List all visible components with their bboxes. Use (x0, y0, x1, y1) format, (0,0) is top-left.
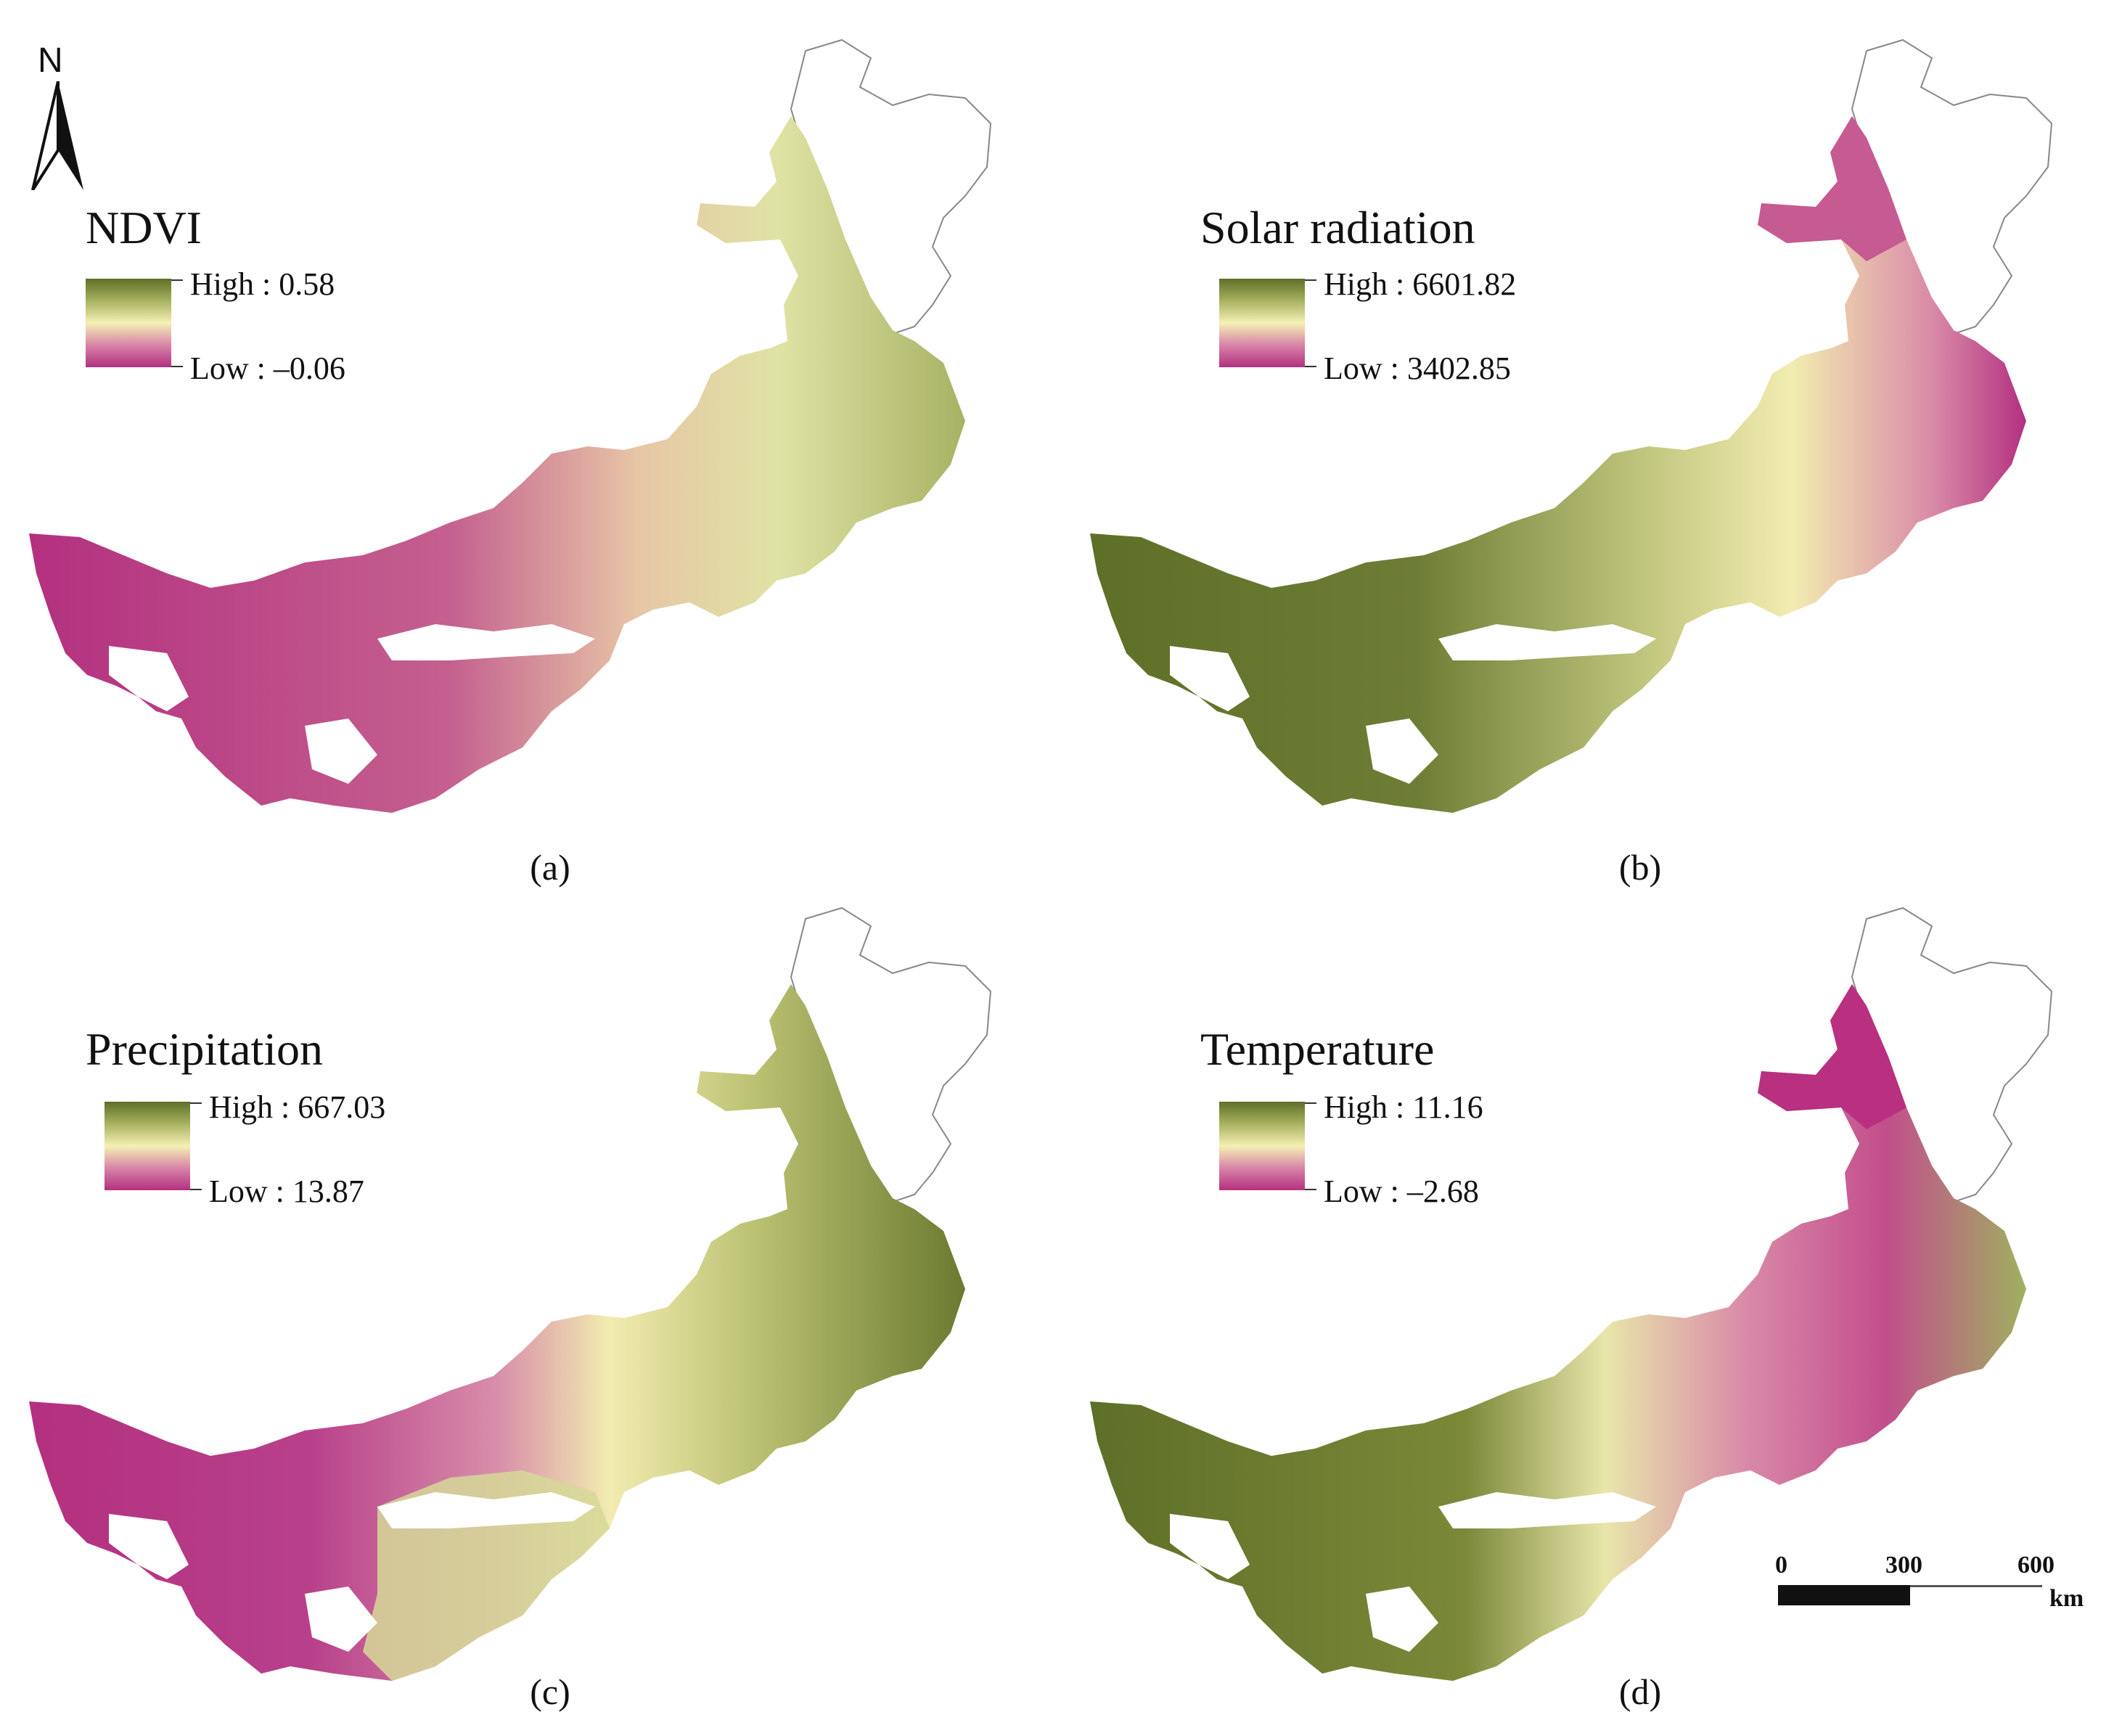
south-gap (305, 718, 377, 784)
precipitation-map (29, 906, 992, 1681)
panel-title: Precipitation (86, 1023, 324, 1075)
basin-gap (1170, 646, 1250, 711)
temperature-map (1090, 906, 2053, 1681)
legend-tick-low (1305, 1189, 1316, 1190)
panel-solar-radiation: Solar radiation High : 6601.82 Low : 340… (1061, 0, 2122, 885)
panel-ndvi: NDVI High : 0.58 Low : –0.06 (a) (0, 0, 1061, 885)
scale-tick-0: 0 (1775, 1552, 1787, 1579)
panel-temperature: Temperature High : 11.16 Low : –2.68 (d) (1061, 868, 2122, 1736)
region-shape (1090, 116, 2026, 813)
legend-high-label: High : 0.58 (190, 266, 335, 302)
panel-caption: (a) (530, 847, 570, 888)
scale-bar-solid (1778, 1585, 1910, 1605)
region-shape (29, 116, 965, 813)
legend-low-label: Low : 3402.85 (1324, 351, 1511, 386)
scale-bar: 0 300 600 km (1771, 1553, 2105, 1618)
legend-tick-high (1305, 1102, 1316, 1104)
legend-low-label: Low : –0.06 (190, 351, 345, 386)
south-gap (305, 1586, 377, 1652)
north-pink-area (1758, 116, 1906, 261)
panel-precipitation: Precipitation High : 667.03 Low : 13.87 … (0, 868, 1061, 1736)
legend-tick-high (171, 279, 183, 281)
river-gap (1438, 624, 1656, 660)
legend-high-label: High : 6601.82 (1324, 266, 1517, 302)
legend-tick-low (1305, 366, 1316, 367)
south-gap (1366, 718, 1438, 784)
ndvi-map (29, 38, 992, 813)
panel-caption: (c) (530, 1671, 570, 1712)
legend-tick-high (190, 1102, 202, 1104)
north-arrow: N (22, 41, 94, 190)
river-gap (1438, 1492, 1656, 1528)
scale-bar-line (1910, 1585, 2042, 1587)
scale-unit: km (2049, 1585, 2084, 1612)
legend-low-label: Low : –2.68 (1324, 1174, 1479, 1209)
legend-color-ramp (1219, 1102, 1305, 1190)
legend-tick-high (1305, 279, 1316, 281)
legend-tick-low (190, 1189, 202, 1190)
panel-caption: (b) (1618, 847, 1662, 888)
basin-gap (1170, 1514, 1250, 1579)
legend-color-ramp (86, 279, 171, 367)
legend-color-ramp (105, 1102, 190, 1190)
scale-tick-300: 300 (1885, 1552, 1922, 1579)
panel-caption: (d) (1618, 1671, 1662, 1712)
north-arrow-icon (31, 81, 83, 190)
solar-radiation-map (1090, 38, 2053, 813)
region-shape (29, 984, 965, 1681)
north-cold-area (1758, 984, 1906, 1129)
legend-high-label: High : 667.03 (209, 1089, 386, 1125)
north-label: N (38, 41, 63, 80)
south-gap (1366, 1586, 1438, 1652)
region-shape (1090, 984, 2026, 1681)
panel-title: Temperature (1200, 1023, 1435, 1075)
scale-tick-600: 600 (2017, 1552, 2055, 1579)
legend-low-label: Low : 13.87 (209, 1174, 364, 1209)
river-gap (377, 624, 595, 660)
basin-gap (109, 1514, 189, 1579)
legend-high-label: High : 11.16 (1324, 1089, 1483, 1125)
panel-title: Solar radiation (1200, 202, 1475, 253)
river-gap (377, 1492, 595, 1528)
legend-tick-low (171, 366, 183, 367)
basin-gap (109, 646, 189, 711)
panel-title: NDVI (86, 202, 202, 253)
legend-color-ramp (1219, 279, 1305, 367)
